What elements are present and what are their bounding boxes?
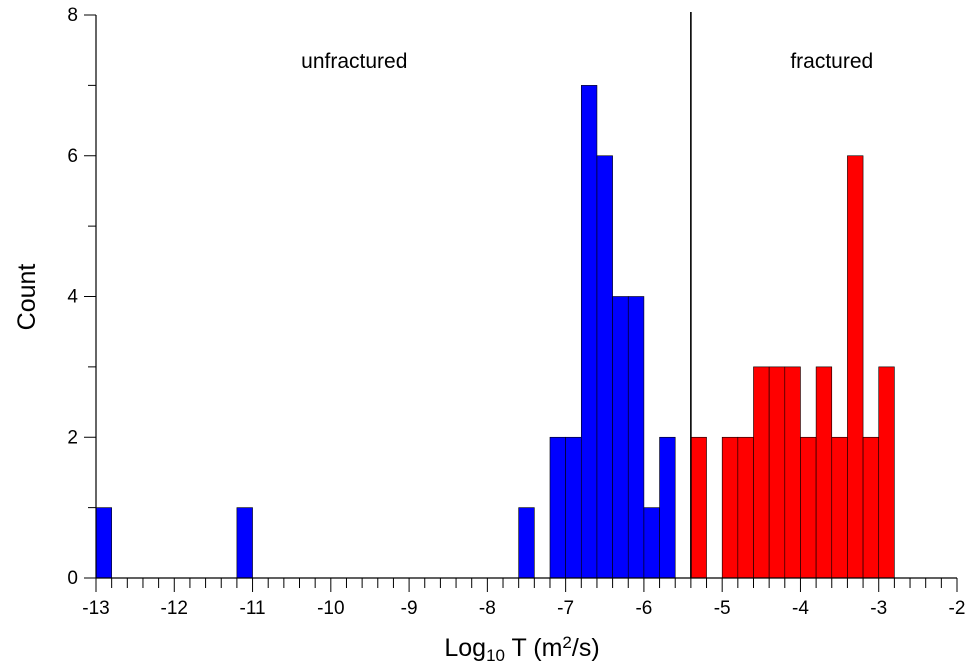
x-tick-label: -7 (557, 598, 574, 619)
labels-layer: -13 -12 -11 -10 -9 -8 -7 -6 -5 -4 -3 -2 0 2 4 6 8 unfract… (67, 5, 965, 619)
y-tick-label: 2 (67, 427, 78, 448)
x-tick-label: -5 (714, 598, 731, 619)
histogram-bar (800, 436, 817, 579)
histogram-bar (518, 507, 535, 579)
histogram-bar (549, 436, 566, 579)
y-tick-label: 0 (67, 568, 78, 589)
histogram-bar (612, 296, 629, 579)
histogram-bar (862, 436, 880, 579)
x-tick-label: -9 (401, 598, 418, 619)
x-tick-label: -4 (792, 598, 809, 619)
x-axis-title-main: Log (444, 634, 486, 662)
annotation-label: unfractured (301, 50, 407, 73)
histogram-bar (768, 366, 786, 579)
bars-layer (95, 85, 895, 579)
y-tick-label: 4 (67, 287, 78, 308)
y-tick-label: 8 (67, 5, 78, 26)
x-tick-label: -6 (635, 598, 652, 619)
axes-layer (84, 12, 958, 592)
histogram-bar (627, 296, 645, 579)
x-axis-title: Log10 T (m2/s) (444, 633, 599, 664)
histogram-bar (643, 507, 660, 579)
histogram-bar (753, 366, 770, 579)
x-tick-label: -13 (82, 598, 109, 619)
x-axis-title-end: /s) (572, 634, 600, 662)
histogram-bar (596, 155, 613, 579)
x-tick-label: -8 (479, 598, 496, 619)
x-axis-title-rest: T (m (505, 634, 562, 662)
histogram-bar (565, 436, 582, 579)
annotation-label: fractured (790, 50, 873, 73)
x-tick-label: -3 (870, 598, 887, 619)
histogram-bar (659, 436, 676, 579)
histogram-bar (737, 436, 754, 579)
histogram-bar (721, 436, 739, 579)
x-axis-title-sup: 2 (562, 633, 571, 652)
histogram-bar (784, 366, 801, 579)
histogram-bar (95, 507, 112, 579)
x-tick-label: -10 (317, 598, 344, 619)
x-tick-label: -11 (240, 598, 266, 619)
histogram-bar (847, 155, 864, 579)
histogram-bar (831, 436, 848, 579)
histogram-bar (690, 436, 707, 579)
y-tick-label: 6 (67, 146, 78, 167)
histogram-bar (580, 85, 598, 579)
x-tick-label: -2 (949, 598, 966, 619)
x-tick-label: -12 (161, 598, 188, 619)
y-axis-title: Count (13, 264, 41, 331)
histogram-bar (878, 366, 895, 579)
histogram-bar (815, 366, 833, 579)
x-axis-title-sub: 10 (486, 646, 505, 664)
histogram-bar (236, 507, 253, 579)
